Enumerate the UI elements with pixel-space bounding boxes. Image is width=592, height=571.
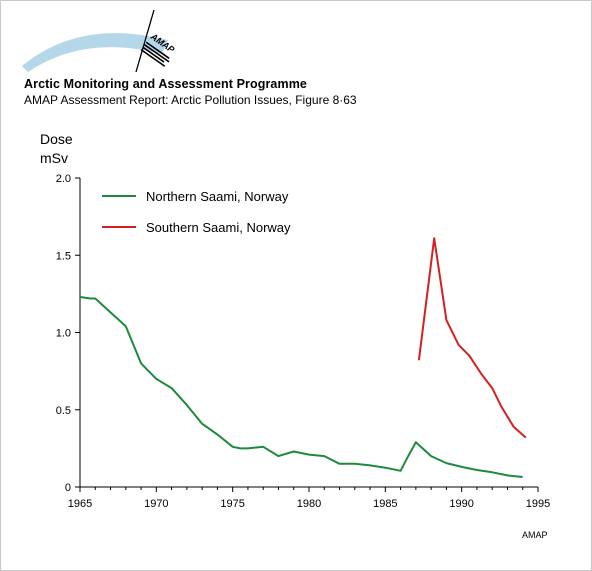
logo-slash [135,10,155,73]
credit-label: AMAP [522,530,548,540]
x-tick-label: 1990 [449,498,473,510]
x-tick-label: 1980 [297,498,321,510]
series-line-southern-saami [417,237,527,439]
series-layer [79,237,527,478]
logo-line [142,46,165,63]
x-tick-label: 1975 [220,498,244,510]
series-line-northern-saami [79,296,523,478]
y-axis-label: Dose mSv [40,130,73,168]
x-tick-label: 1970 [144,498,168,510]
logo-small-lines [140,41,170,67]
report-title: AMAP Assessment Report: Arctic Pollution… [24,93,357,107]
y-tick-label: 2.0 [56,173,71,185]
logo-line [140,48,166,67]
x-tick-label: 1985 [373,498,397,510]
y-tick-label: 0.5 [56,405,71,417]
y-tick-label: 1.5 [56,250,71,262]
x-tick-label: 1995 [526,498,550,510]
y-tick-label: 1.0 [56,328,71,340]
legend: Northern Saami, Norway Southern Saami, No… [102,189,291,235]
y-tick-label: 0 [65,482,71,494]
x-tick-label: 1965 [68,498,92,510]
logo-line [144,44,170,63]
logo-arc [22,33,168,72]
y-axis-label-name: Dose [40,131,73,147]
organization-title: Arctic Monitoring and Assessment Program… [24,77,307,91]
axes: 0 0.5 1.0 1.5 2.0 1965 1970 1975 1980 1985 1990 199… [56,173,551,510]
legend-label: Northern Saami, Norway [146,189,289,204]
amap-logo: AMAP [22,10,177,73]
logo-line [145,41,170,59]
y-axis-label-unit: mSv [40,150,68,166]
legend-label: Southern Saami, Norway [146,220,291,235]
